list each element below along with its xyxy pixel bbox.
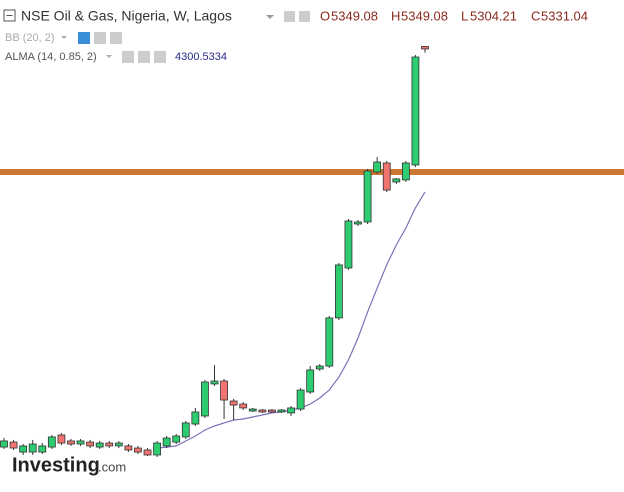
candle-body xyxy=(9,441,18,449)
ohlc-value: 5304.21 xyxy=(470,8,517,23)
candle-body xyxy=(334,264,343,319)
eye-icon[interactable] xyxy=(122,51,134,63)
candle-body xyxy=(172,435,181,443)
candle-body xyxy=(95,442,104,448)
candle-body xyxy=(248,408,257,412)
candle-body xyxy=(373,161,382,173)
indicator-value: 4300.5334 xyxy=(175,51,227,63)
ohlc-key: O xyxy=(320,8,330,23)
candle-body xyxy=(105,442,114,447)
collapse-icon[interactable] xyxy=(3,9,16,22)
settings-icon[interactable] xyxy=(94,32,106,44)
ohlc-value: 5331.04 xyxy=(541,8,588,23)
ohlc-key: C xyxy=(531,8,540,23)
candle-body xyxy=(258,409,267,413)
close-icon[interactable] xyxy=(110,32,122,44)
ohlc-value: 5349.08 xyxy=(401,8,448,23)
candle-body xyxy=(306,369,315,393)
candle-body xyxy=(220,380,228,401)
candle-body xyxy=(57,434,66,444)
candle-body xyxy=(268,409,276,413)
dropdown-arrow[interactable] xyxy=(61,36,67,39)
candle-body xyxy=(201,381,209,417)
candle-body xyxy=(67,440,75,445)
candle-body xyxy=(325,317,334,367)
candle-body xyxy=(210,380,219,385)
candle-body xyxy=(162,437,171,447)
candle-body xyxy=(392,178,401,183)
watermark-domain: .com xyxy=(98,459,126,474)
dropdown-arrow[interactable] xyxy=(106,55,112,58)
candle-body xyxy=(363,170,372,223)
candle-body xyxy=(38,445,47,453)
candle-body xyxy=(315,365,324,370)
candle-body xyxy=(229,400,238,406)
candle-body xyxy=(411,56,420,166)
candle-body xyxy=(0,440,8,448)
candle-body xyxy=(124,445,133,451)
candle-body xyxy=(277,409,286,413)
candle-body xyxy=(287,407,295,414)
settings-icon[interactable] xyxy=(299,11,310,22)
ohlc-key: H xyxy=(391,8,400,23)
candle-body xyxy=(86,441,95,447)
plot-area xyxy=(0,46,624,458)
candle-body xyxy=(114,442,123,447)
candle-body xyxy=(344,220,353,269)
eye-icon[interactable] xyxy=(284,11,295,22)
candle-body xyxy=(19,445,28,453)
candle-body xyxy=(134,447,142,453)
candle-body xyxy=(153,442,161,456)
candle-body xyxy=(239,403,248,409)
indicator-label: ALMA (14, 0.85, 2) xyxy=(5,51,97,63)
candle-body xyxy=(181,422,190,438)
ohlc-key: L xyxy=(461,8,468,23)
close-icon[interactable] xyxy=(154,51,166,63)
indicator-label: BB (20, 2) xyxy=(5,32,55,44)
ohlc-value: 5349.08 xyxy=(331,8,378,23)
candle-body xyxy=(354,221,362,225)
candle-body xyxy=(143,449,152,456)
dropdown-arrow[interactable] xyxy=(266,15,274,19)
visibility-icon[interactable] xyxy=(78,32,90,44)
candle-body xyxy=(191,411,200,425)
candle-body xyxy=(421,46,429,50)
candle-body xyxy=(401,162,410,181)
chart-title: NSE Oil & Gas, Nigeria, W, Lagos xyxy=(21,8,232,24)
watermark-logo: Investing xyxy=(12,454,100,476)
candle-body xyxy=(47,436,56,448)
candle-body xyxy=(28,443,37,453)
candle-body xyxy=(382,162,391,191)
candle-body xyxy=(76,440,85,445)
candle-body xyxy=(296,389,305,410)
settings-icon[interactable] xyxy=(138,51,150,63)
